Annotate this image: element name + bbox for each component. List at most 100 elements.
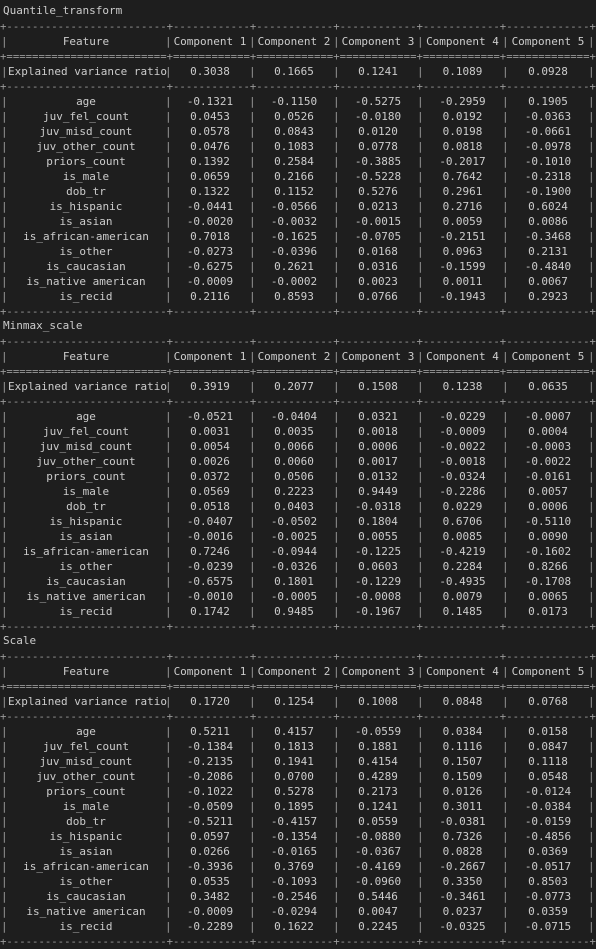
- column-separator: |: [249, 380, 256, 393]
- table-rule: +-------------------------+------------+…: [0, 335, 596, 348]
- value-cell: Component 4: [426, 350, 499, 363]
- column-separator: |: [249, 470, 256, 483]
- value-cell: 0.0198: [442, 125, 483, 138]
- column-separator: |: [502, 455, 509, 468]
- column-separator: |: [165, 110, 172, 123]
- value-cell: -0.0960: [354, 875, 402, 888]
- value-cell: -0.0007: [524, 410, 572, 423]
- column-separator: |: [1, 890, 8, 903]
- column-separator: |: [417, 815, 424, 828]
- column-separator: |: [333, 800, 340, 813]
- column-separator: |: [502, 290, 509, 303]
- value-cell: 0.2284: [442, 560, 483, 573]
- value-cell: -0.0022: [524, 455, 572, 468]
- column-separator: |: [249, 455, 256, 468]
- value-cell: 0.0768: [528, 695, 568, 708]
- value-cell: 0.0700: [274, 770, 314, 783]
- explained-variance-row: | | | | | | | Explained variance ratio 0.3919 0.2…: [0, 379, 596, 394]
- table-row: | | | | | | | is_recid 0.1742 0.9485 -0.1967 0.1485…: [0, 604, 596, 619]
- column-separator: |: [417, 95, 424, 108]
- column-separator: |: [417, 65, 424, 78]
- value-cell: 0.1485: [442, 605, 483, 618]
- table-row: | | | | | | | age -0.1321 -0.1150 -0.5275 -0.2959 0.…: [0, 94, 596, 109]
- value-cell: 0.3038: [190, 65, 230, 78]
- column-separator: |: [502, 920, 509, 933]
- column-separator: |: [1, 230, 8, 243]
- value-cell: -0.2318: [524, 170, 572, 183]
- value-cell: -0.0016: [186, 530, 234, 543]
- column-separator: |: [165, 815, 172, 828]
- column-separator: |: [502, 95, 509, 108]
- feature-cell: juv_other_count: [36, 455, 136, 468]
- value-cell: 0.0055: [358, 530, 398, 543]
- column-separator: |: [588, 830, 595, 843]
- column-separator: |: [502, 830, 509, 843]
- value-cell: 0.1238: [442, 380, 483, 393]
- table-row: | | | | | | | is_recid -0.2289 0.1622 0.2245 -0.032…: [0, 919, 596, 934]
- column-separator: |: [333, 155, 340, 168]
- table-row: | | | | | | | juv_other_count 0.0026 0.0060 0.0017…: [0, 454, 596, 469]
- column-separator: |: [249, 560, 256, 573]
- value-cell: 0.2923: [528, 290, 568, 303]
- column-separator: |: [502, 35, 509, 48]
- column-separator: |: [502, 230, 509, 243]
- column-separator: |: [249, 65, 256, 78]
- column-separator: |: [165, 515, 172, 528]
- table-rule: +=========================+============+…: [0, 365, 596, 378]
- column-separator: |: [333, 905, 340, 918]
- column-separator: |: [249, 845, 256, 858]
- value-cell: -0.0944: [270, 545, 318, 558]
- column-separator: |: [249, 875, 256, 888]
- value-cell: 0.0526: [274, 110, 314, 123]
- value-cell: -0.4935: [439, 575, 486, 588]
- value-cell: -0.0180: [354, 110, 402, 123]
- table-row: | | | | | | | age -0.0521 -0.0404 0.0321 -0.0229 -0.…: [0, 409, 596, 424]
- column-separator: |: [165, 65, 172, 78]
- value-cell: 0.0848: [442, 695, 483, 708]
- column-separator: |: [1, 440, 8, 453]
- feature-cell: is_male: [62, 485, 110, 498]
- value-cell: -0.0566: [270, 200, 318, 213]
- table-row: | | | | | | | is_african-american 0.7018 -0.1625 -…: [0, 229, 596, 244]
- column-separator: |: [502, 185, 509, 198]
- value-cell: 0.7326: [442, 830, 483, 843]
- column-separator: |: [249, 170, 256, 183]
- feature-cell: is_native american: [26, 275, 146, 288]
- feature-cell: juv_misd_count: [39, 125, 133, 138]
- column-separator: |: [165, 275, 172, 288]
- column-separator: |: [502, 155, 509, 168]
- value-cell: 0.0173: [528, 605, 568, 618]
- table-row: | | | | | | | priors_count 0.1392 0.2584 -0.3885 -0…: [0, 154, 596, 169]
- value-cell: -0.1967: [354, 605, 402, 618]
- value-cell: Component 1: [173, 665, 247, 678]
- column-separator: |: [588, 665, 595, 678]
- value-cell: -0.0229: [439, 410, 486, 423]
- value-cell: -0.2017: [439, 155, 486, 168]
- column-separator: |: [165, 230, 172, 243]
- column-separator: |: [249, 425, 256, 438]
- column-separator: |: [333, 140, 340, 153]
- feature-cell: age: [76, 95, 96, 108]
- column-separator: |: [1, 575, 8, 588]
- column-separator: |: [502, 665, 509, 678]
- value-cell: 0.0066: [274, 440, 314, 453]
- feature-cell: dob_tr: [66, 185, 106, 198]
- feature-cell: juv_other_count: [36, 140, 136, 153]
- value-cell: 0.8593: [274, 290, 314, 303]
- feature-cell: priors_count: [46, 155, 126, 168]
- column-separator: |: [165, 560, 172, 573]
- column-separator: |: [333, 65, 340, 78]
- value-cell: 0.0597: [190, 830, 230, 843]
- column-separator: |: [417, 470, 424, 483]
- column-separator: |: [417, 740, 424, 753]
- table-row: | | | | | | | is_native american -0.0010 -0.0005 -…: [0, 589, 596, 604]
- column-separator: |: [588, 230, 595, 243]
- value-cell: 0.0047: [358, 905, 398, 918]
- value-cell: -0.5228: [354, 170, 402, 183]
- value-cell: 0.0359: [528, 905, 568, 918]
- column-separator: |: [249, 290, 256, 303]
- column-separator: |: [417, 785, 424, 798]
- column-separator: |: [502, 245, 509, 258]
- table-row: | | | | | | | is_male 0.0569 0.2223 0.9449 -0.2286 0…: [0, 484, 596, 499]
- column-separator: |: [165, 140, 172, 153]
